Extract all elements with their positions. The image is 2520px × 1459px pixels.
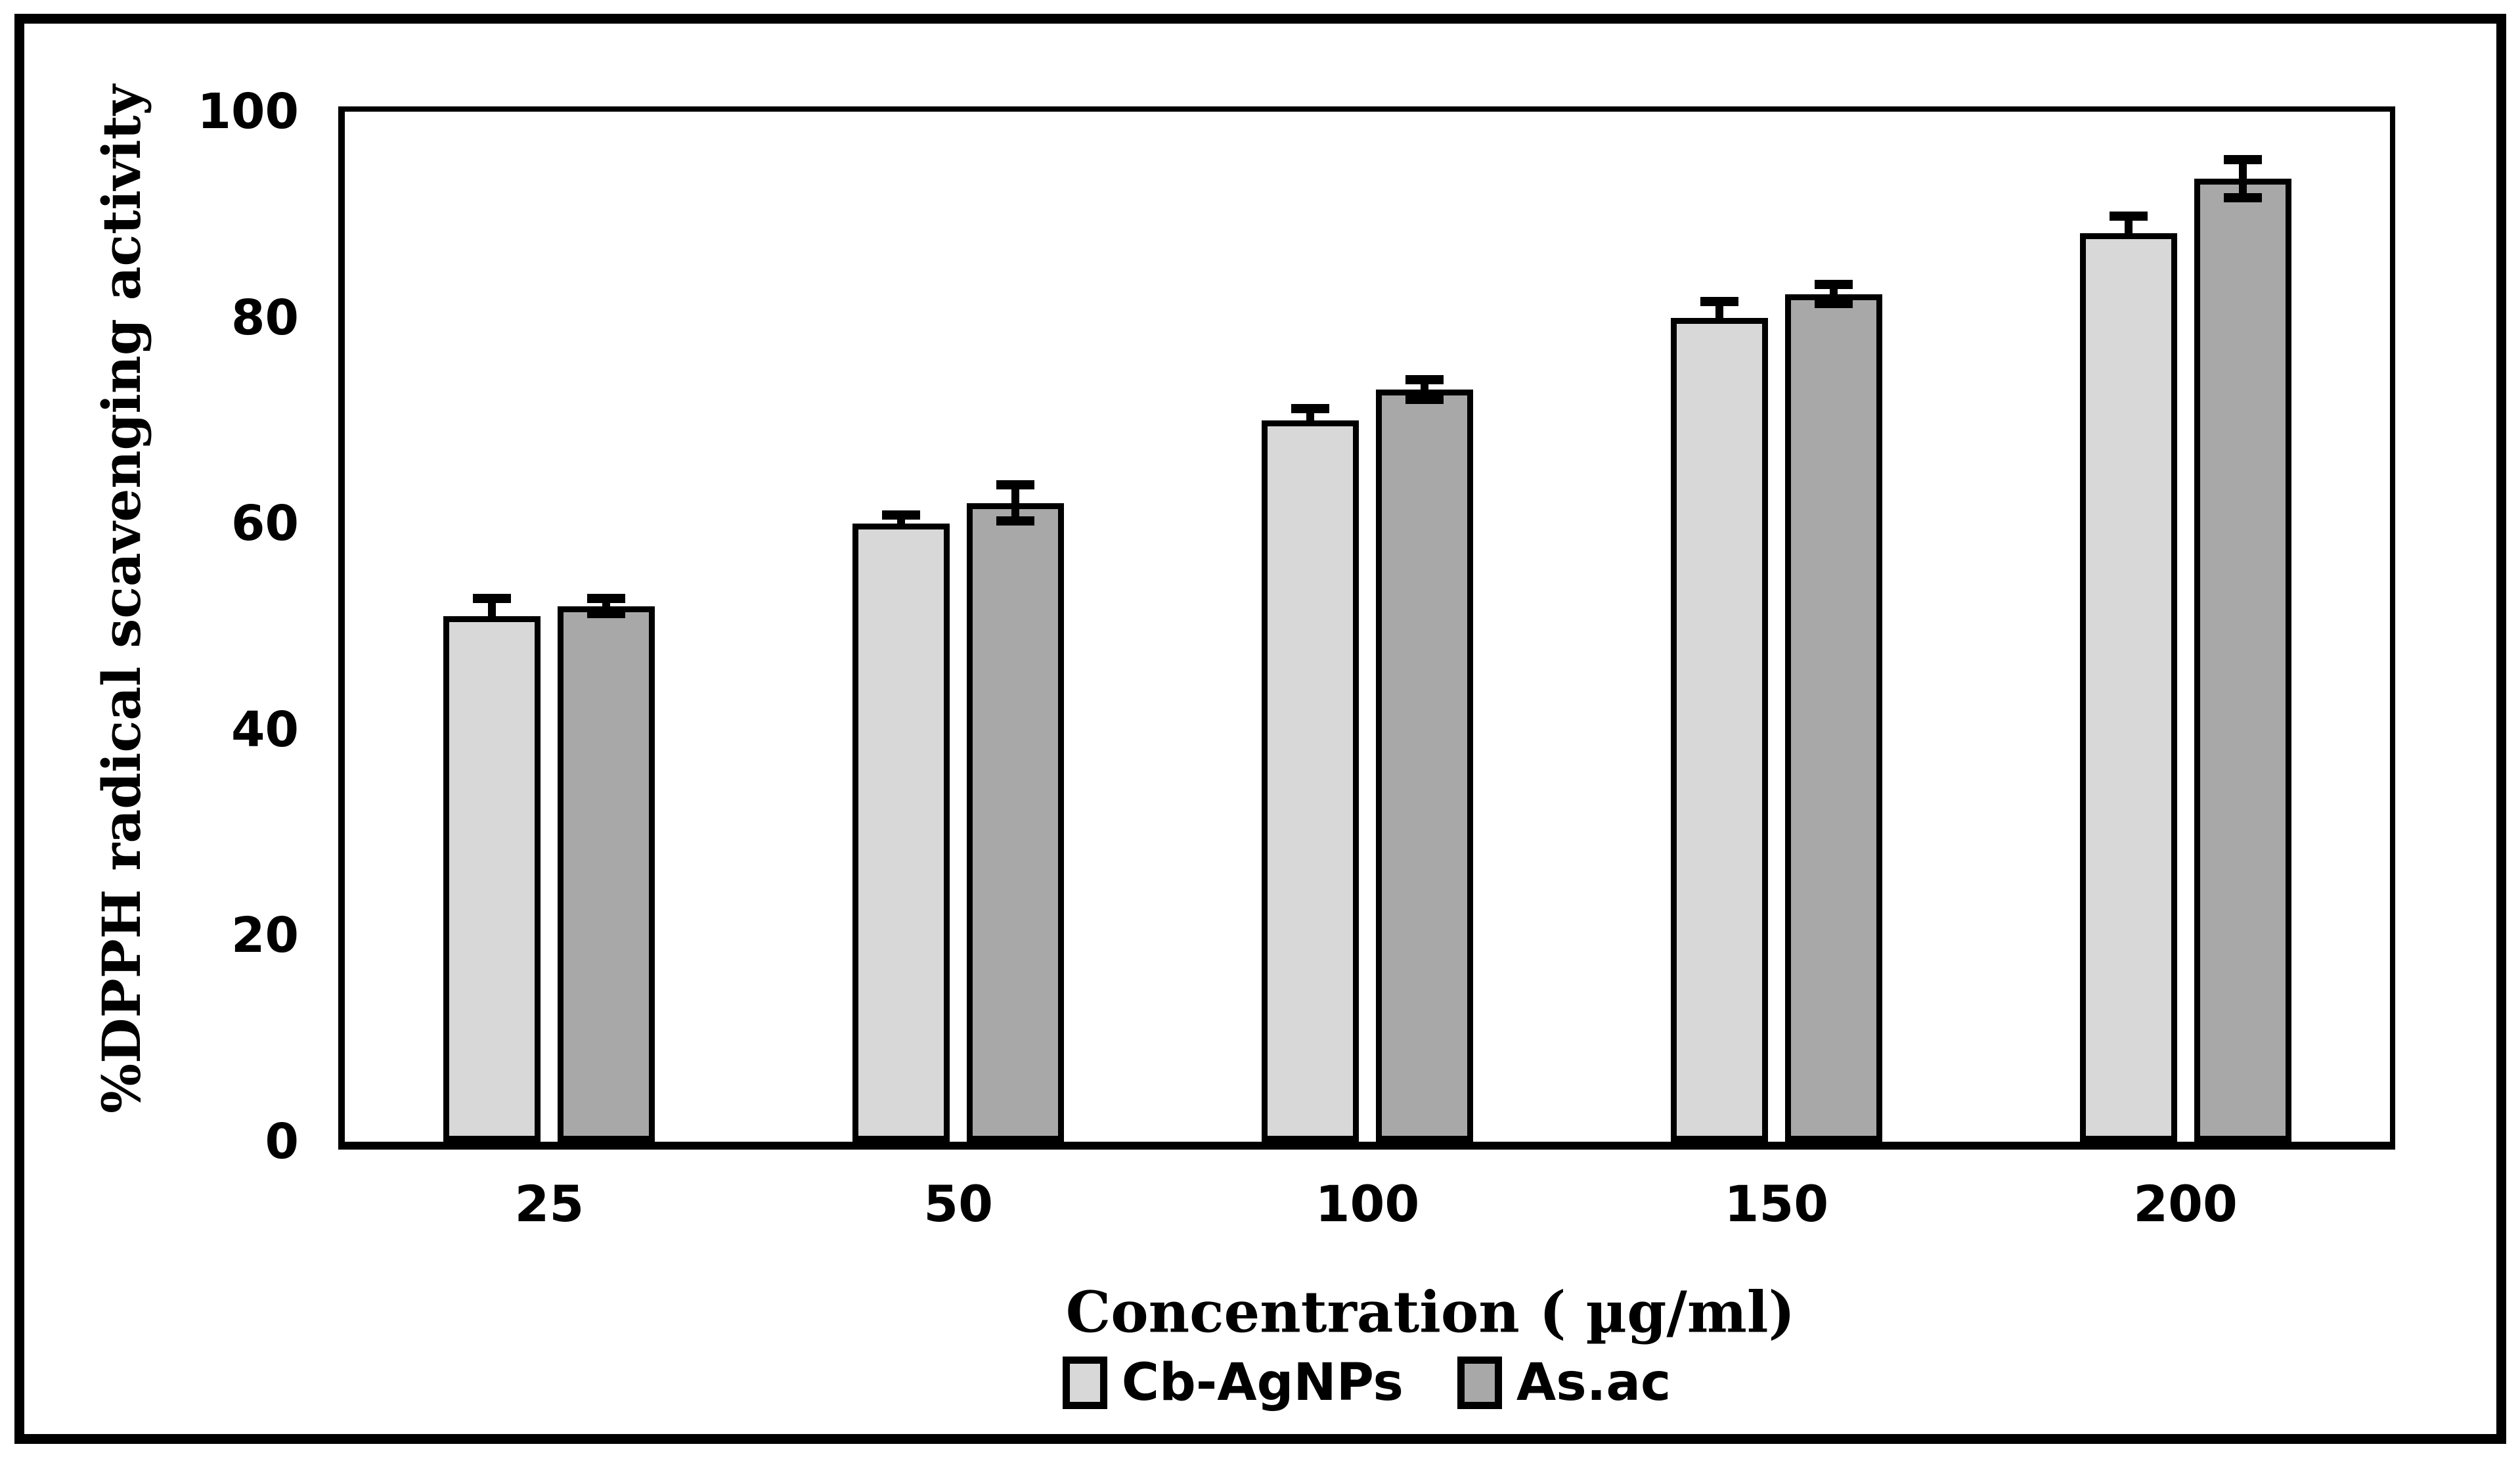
bar-As.ac-50: [967, 503, 1065, 1142]
error-bar-top-cap-Cb-AgNPs-200: [2109, 212, 2148, 221]
bar-As.ac-100: [1376, 390, 1473, 1142]
error-bar-top-cap-Cb-AgNPs-150: [1700, 297, 1738, 307]
bar-Cb-AgNPs-200: [2079, 233, 2177, 1142]
error-bar-bottom-cap-As.ac-150: [1814, 299, 1853, 309]
plot-area: [338, 106, 2395, 1150]
bar-Cb-AgNPs-25: [443, 616, 541, 1142]
error-bar-bottom-cap-As.ac-50: [996, 516, 1035, 526]
y-tick-label-100: 100: [197, 83, 299, 140]
error-bar-stem-As.ac-50: [1011, 480, 1020, 526]
error-bar-top-cap-As.ac-50: [996, 480, 1035, 490]
bar-As.ac-200: [2194, 178, 2291, 1142]
x-tick-label-150: 150: [1724, 1175, 1829, 1233]
y-tick-label-40: 40: [231, 701, 299, 758]
y-tick-label-0: 0: [265, 1113, 299, 1170]
legend-item-as-ac: As.ac: [1457, 1350, 1671, 1416]
bar-Cb-AgNPs-150: [1670, 317, 1768, 1142]
x-axis-title: Concentration ( µg/ml): [1065, 1279, 1796, 1346]
error-bar-top-cap-As.ac-200: [2223, 154, 2262, 164]
error-bar-top-cap-Cb-AgNPs-25: [473, 593, 512, 603]
error-bar-bottom-cap-As.ac-100: [1405, 395, 1444, 405]
bar-As.ac-25: [558, 606, 655, 1142]
error-bar-top-cap-As.ac-25: [587, 593, 626, 603]
bar-As.ac-150: [1784, 294, 1882, 1142]
y-tick-label-80: 80: [231, 289, 299, 346]
legend-item-cb-agnps: Cb-AgNPs: [1062, 1350, 1404, 1416]
error-bar-top-cap-Cb-AgNPs-100: [1291, 404, 1329, 414]
bar-Cb-AgNPs-50: [852, 524, 950, 1142]
legend-swatch-cb-agnps: [1062, 1357, 1107, 1409]
legend-swatch-as-ac: [1457, 1357, 1502, 1409]
y-axis-tick-labels: 0 20 40 60 80 100: [0, 0, 299, 1459]
legend: Cb-AgNPs As.ac: [338, 1339, 2395, 1427]
error-bar-top-cap-As.ac-100: [1405, 375, 1444, 385]
x-axis-tick-labels: 25 50 100 150 200: [0, 1175, 2520, 1247]
y-axis-title: %DPPH radical scavenging activity: [91, 85, 152, 1113]
error-bar-top-cap-Cb-AgNPs-50: [882, 510, 921, 520]
x-tick-label-25: 25: [514, 1175, 585, 1233]
bar-Cb-AgNPs-100: [1262, 420, 1359, 1142]
error-bar-top-cap-As.ac-150: [1814, 279, 1853, 289]
error-bar-stem-As.ac-200: [2238, 154, 2247, 202]
legend-label-cb-agnps: Cb-AgNPs: [1121, 1353, 1404, 1412]
x-tick-label-200: 200: [2133, 1175, 2238, 1233]
legend-label-as-ac: As.ac: [1516, 1353, 1671, 1412]
x-tick-label-100: 100: [1315, 1175, 1420, 1233]
y-tick-label-20: 20: [231, 907, 299, 964]
x-tick-label-50: 50: [923, 1175, 994, 1233]
error-bar-bottom-cap-As.ac-200: [2223, 192, 2262, 202]
y-tick-label-60: 60: [231, 495, 299, 552]
error-bar-bottom-cap-As.ac-25: [587, 609, 626, 619]
